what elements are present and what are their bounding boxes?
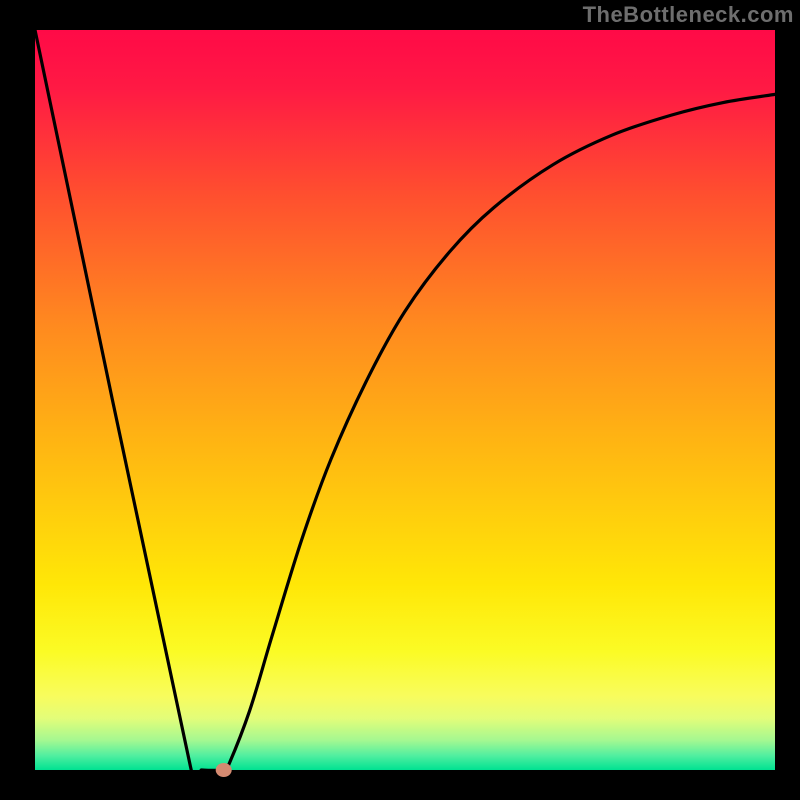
watermark-text: TheBottleneck.com bbox=[583, 2, 794, 28]
frame-left bbox=[0, 0, 35, 800]
frame-bottom bbox=[0, 770, 800, 800]
frame-right bbox=[775, 0, 800, 800]
optimal-point-marker bbox=[216, 763, 232, 777]
bottleneck-chart bbox=[0, 0, 800, 800]
gradient-background bbox=[35, 30, 775, 770]
